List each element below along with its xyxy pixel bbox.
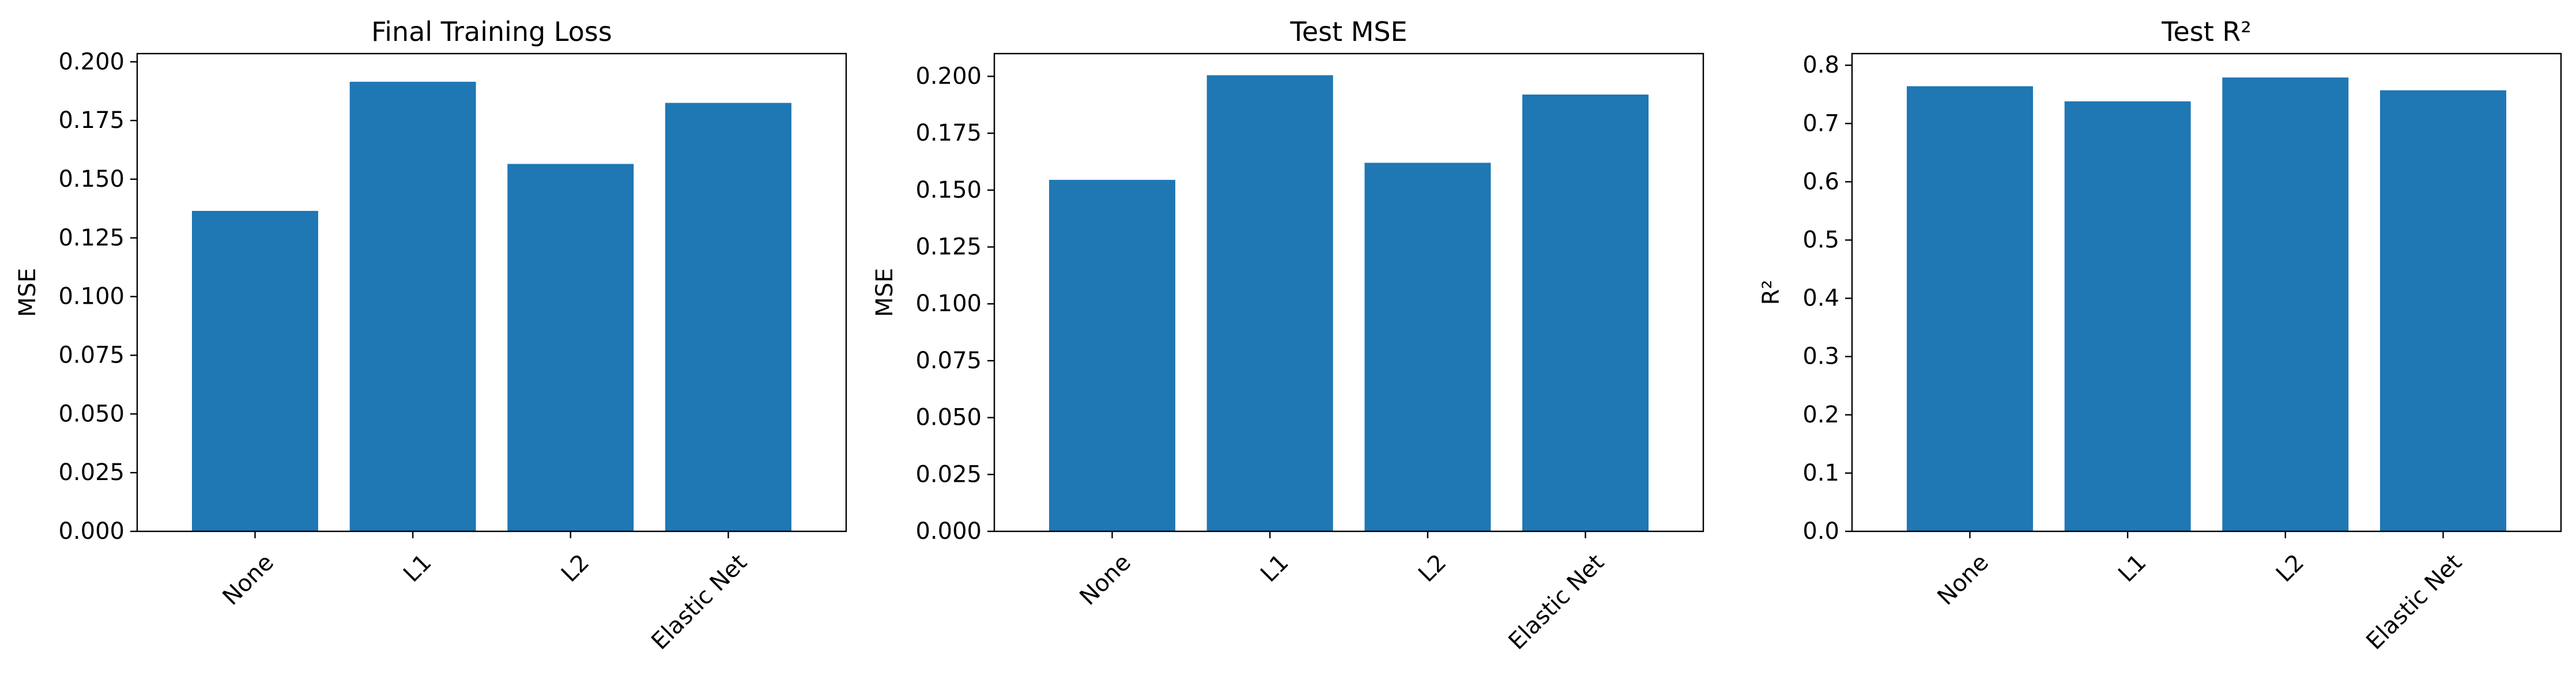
- bar-l1: [2064, 101, 2191, 531]
- x-tick-label: Elastic Net: [646, 549, 752, 655]
- axes-frame: [136, 52, 847, 533]
- bar-l2: [2222, 77, 2349, 531]
- y-tick-label: 0.025: [58, 459, 125, 486]
- y-tick-label: 0.000: [58, 518, 125, 545]
- y-tick-label: 0.150: [58, 166, 125, 192]
- bar-l2: [507, 164, 634, 532]
- y-tick-label: 0.100: [915, 290, 982, 317]
- axes-frame: [993, 52, 1704, 533]
- y-tick-label: 0.2: [1802, 402, 1839, 428]
- x-tick-label: None: [1933, 549, 1994, 610]
- y-axis-label: MSE: [14, 268, 41, 317]
- bar-elastic-net: [2380, 90, 2506, 531]
- y-tick-label: 0.075: [58, 342, 125, 368]
- chart-title: Test MSE: [1289, 16, 1407, 47]
- y-tick-label: 0.175: [58, 107, 125, 134]
- y-tick-label: 0.175: [915, 120, 982, 146]
- y-tick-label: 0.150: [915, 177, 982, 203]
- y-tick-label: 0.8: [1802, 52, 1839, 78]
- chart-title: Test R²: [2161, 16, 2251, 47]
- x-tick-label: Elastic Net: [2361, 549, 2466, 655]
- y-tick-label: 0.6: [1802, 168, 1839, 195]
- x-tick-label: L2: [1413, 549, 1451, 587]
- x-tick-label: L1: [398, 549, 436, 587]
- y-tick-label: 0.100: [58, 284, 125, 310]
- chart-panel-3: None L1 L2 Elastic Net 0.0 0.1 0.2 0.3 0.4 0.5 0.6…: [1758, 16, 2562, 655]
- x-tick-label: Elastic Net: [1503, 549, 1609, 655]
- x-tick-label: L2: [556, 549, 594, 587]
- y-tick-label: 0.075: [915, 348, 982, 374]
- y-axis-label: R²: [1758, 280, 1785, 305]
- x-tick-label: L1: [2113, 549, 2151, 587]
- bar-none: [1049, 180, 1175, 532]
- chart-panel-1: None L1 L2 Elastic Net 0.000 0.025 0.050 0.075 0…: [14, 16, 847, 655]
- y-tick-label: 0.200: [58, 48, 125, 75]
- x-tick-label: None: [218, 549, 279, 610]
- y-axis-label: MSE: [872, 268, 898, 317]
- x-tick-label: L1: [1255, 549, 1293, 587]
- y-tick-label: 0.025: [915, 461, 982, 488]
- chart-title: Final Training Loss: [371, 16, 612, 47]
- y-tick-label: 0.4: [1802, 285, 1839, 312]
- y-tick-label: 0.000: [915, 518, 982, 545]
- y-tick-label: 0.050: [915, 405, 982, 431]
- bar-none: [1907, 86, 2033, 532]
- y-tick-label: 0.1: [1802, 460, 1839, 486]
- bar-elastic-net: [665, 103, 791, 532]
- x-tick-label: L2: [2271, 549, 2309, 587]
- chart-panel-2: None L1 L2 Elastic Net 0.000 0.025 0.050 0.075 0…: [872, 16, 1704, 655]
- y-tick-label: 0.5: [1802, 227, 1839, 254]
- bar-l1: [1206, 75, 1333, 531]
- x-tick-label: None: [1075, 549, 1136, 610]
- y-tick-label: 0.7: [1802, 110, 1839, 137]
- bar-l1: [349, 81, 476, 531]
- y-tick-label: 0.125: [915, 234, 982, 260]
- y-tick-label: 0.125: [58, 225, 125, 251]
- axes-frame: [1851, 52, 2562, 533]
- bar-l2: [1364, 163, 1491, 531]
- y-tick-label: 0.0: [1802, 518, 1839, 545]
- y-tick-label: 0.3: [1802, 343, 1839, 370]
- y-tick-label: 0.050: [58, 401, 125, 427]
- bar-none: [192, 210, 318, 531]
- bar-elastic-net: [1522, 95, 1649, 531]
- y-tick-label: 0.200: [915, 63, 982, 89]
